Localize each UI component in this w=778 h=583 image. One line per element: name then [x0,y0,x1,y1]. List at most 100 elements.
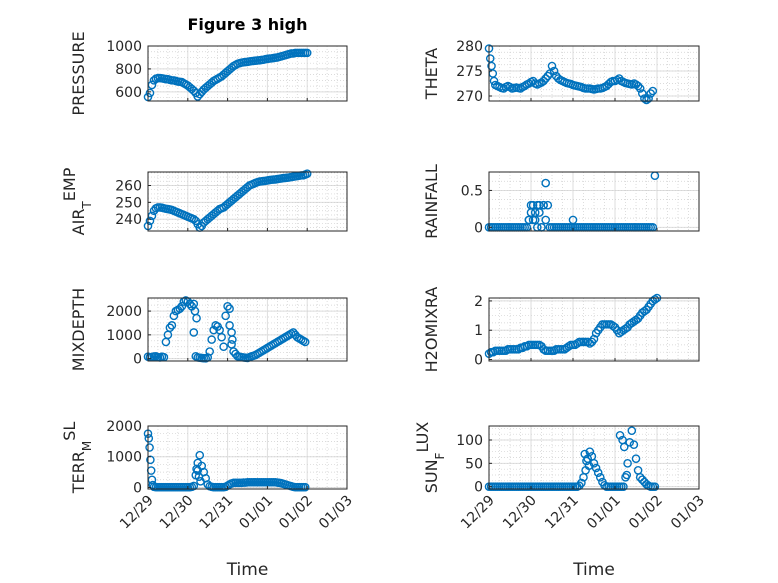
axes-background [148,172,347,231]
data-point [535,208,544,217]
y-tick-label: 1 [474,323,483,339]
data-point [219,342,228,352]
data-point [145,216,155,226]
y-tick-label: 1000 [106,39,142,55]
axes-frame [147,425,348,490]
data-point [145,88,155,98]
data-point [146,455,155,465]
data-point [221,311,230,321]
data-point [165,323,175,333]
y-tick-label: 275 [456,64,483,80]
data-point [185,299,195,309]
data-point [533,200,542,210]
axes-frame [147,171,348,232]
data-point [554,74,563,83]
data-point [596,473,605,482]
data-point [217,332,226,342]
y-tick-label: 0 [133,352,142,368]
subplot-mixdepth: 0 1000 2000 MIXDEPTH [69,288,348,371]
subplot-theta: 270 275 280 THETA [422,39,700,105]
data-point [650,295,660,304]
y-tick-label: 0 [133,480,142,496]
data-point [169,311,179,321]
data-series [143,48,312,102]
data-point [584,461,594,470]
data-series [484,293,662,358]
y-tick-label: 2 [474,294,483,310]
data-point [638,89,647,98]
data-point [300,482,310,492]
data-point [638,475,647,484]
data-point [228,335,237,344]
data-point [302,169,312,178]
y-tick-label: 50 [465,456,483,472]
y-tick-label: 250 [115,195,142,211]
y-tick-label: 260 [115,178,142,194]
subplot-rainfall: 0 0.5 RAINFALL [422,164,700,239]
data-point [619,482,628,491]
data-point [300,337,310,347]
data-series [143,169,312,232]
chart-title: Figure 3 high [188,15,308,34]
data-point [577,478,586,488]
y-axis-label: TERRMSL [60,422,95,495]
y-tick-label: 0 [474,353,483,369]
data-point [189,328,199,337]
data-point [644,94,653,103]
y-axis-label: THETA [422,48,441,100]
data-point [520,81,530,91]
data-point [193,458,203,468]
data-point [541,74,551,83]
data-point [650,482,660,491]
data-point [539,76,548,86]
data-point [225,304,234,313]
data-point [629,440,639,449]
data-point [635,473,645,482]
data-point [635,84,645,93]
data-point [541,215,551,225]
data-point [524,215,534,225]
y-tick-label: 0.5 [461,183,483,199]
y-axis-label: H2OMIXRA [422,287,441,373]
data-point [642,95,651,105]
data-point [622,470,632,480]
subplot-pressure: 600 800 1000 PRESSURE Figure 3 high [69,15,348,116]
axes-frame [147,45,348,102]
data-point [543,200,553,210]
y-tick-label: 270 [456,89,483,105]
data-point [194,472,204,482]
data-point [175,304,185,313]
y-tick-label: 240 [115,212,142,228]
y-axis-label: RAINFALL [422,164,441,239]
axes-frame [147,297,348,362]
data-point [189,481,199,491]
y-axis-label: PRESSURE [69,31,88,115]
data-point [627,426,637,435]
data-point [505,82,515,92]
data-point [177,302,187,311]
axes-frame [488,171,700,232]
x-axis-label: Time [572,560,615,580]
data-point [144,433,154,443]
y-tick-label: 1000 [106,450,142,466]
data-point [619,442,629,452]
axes-frame [488,425,700,490]
y-axis-label: MIXDEPTH [69,288,88,371]
data-point [543,71,553,81]
data-point [615,431,625,440]
axes-background [489,172,699,231]
data-point [539,200,548,210]
y-tick-label: 280 [456,39,483,55]
x-axis-label: Time [226,560,269,580]
axes-frame [488,45,700,102]
data-point [589,459,599,468]
data-point [528,200,538,210]
data-point [195,450,205,460]
data-point [145,443,154,452]
data-point [524,79,534,88]
data-point [585,447,595,456]
subplot-h2omixra: 0 1 2 H2OMIXRA [422,287,700,373]
data-point [541,178,551,188]
